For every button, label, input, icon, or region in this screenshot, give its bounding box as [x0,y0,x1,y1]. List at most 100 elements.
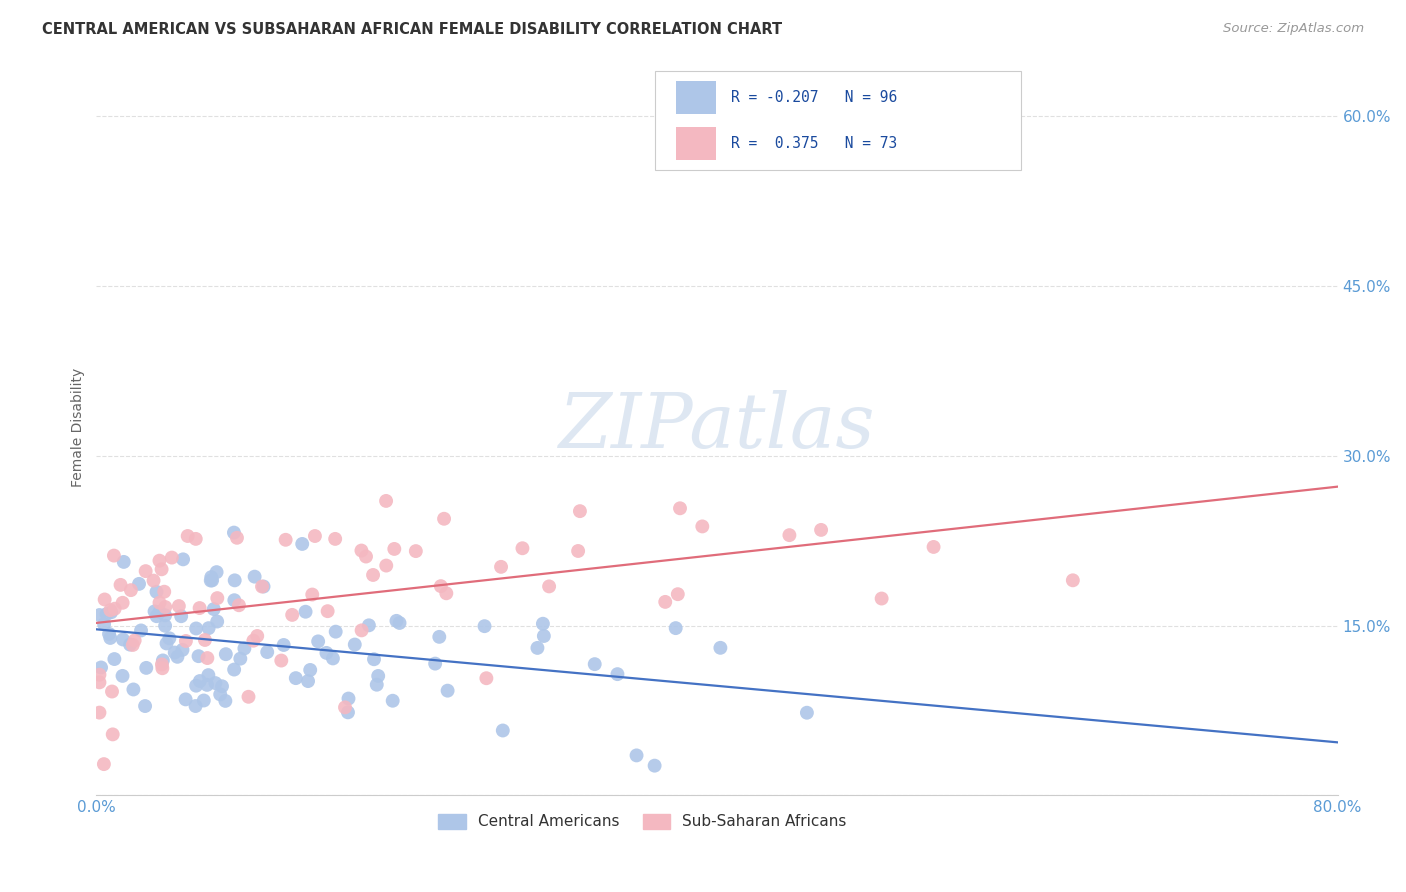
Text: Source: ZipAtlas.com: Source: ZipAtlas.com [1223,22,1364,36]
FancyBboxPatch shape [655,70,1021,170]
Point [322,651,344,665]
Point [124,633,146,648]
Point [155,636,177,650]
Point [103,652,125,666]
Point [148,554,170,568]
Point [149,605,172,619]
Point [304,529,326,543]
Point [89,706,111,720]
Point [93,617,115,632]
Point [111,596,134,610]
Point [354,549,377,564]
Point [153,619,176,633]
Point [205,615,228,629]
Point [692,519,714,533]
Point [101,684,124,698]
Text: R =  0.375   N = 73: R = 0.375 N = 73 [731,136,897,151]
Point [207,591,229,606]
Point [357,618,380,632]
Point [606,667,628,681]
Point [90,660,112,674]
Point [299,663,322,677]
Point [531,616,554,631]
Point [143,604,166,618]
Point [184,532,207,546]
Point [644,758,666,772]
Bar [676,81,716,114]
Point [111,632,134,647]
Point [778,528,800,542]
Point [375,494,398,508]
Point [796,706,818,720]
Point [193,693,215,707]
Point [148,596,170,610]
Point [135,564,157,578]
Point [533,629,555,643]
Point [336,706,359,720]
Point [654,595,676,609]
Point [307,634,329,648]
Point [112,555,135,569]
Point [810,523,832,537]
Point [512,541,534,556]
Point [224,663,246,677]
Point [381,694,404,708]
Point [1062,574,1084,588]
Point [166,649,188,664]
Point [209,687,232,701]
Point [129,624,152,638]
Point [103,549,125,563]
Point [135,661,157,675]
Point [186,679,208,693]
Point [150,657,173,672]
Point [96,607,118,621]
Point [434,586,457,600]
Text: CENTRAL AMERICAN VS SUBSAHARAN AFRICAN FEMALE DISABILITY CORRELATION CHART: CENTRAL AMERICAN VS SUBSAHARAN AFRICAN F… [42,22,782,37]
Point [325,624,347,639]
Point [228,599,250,613]
Point [172,552,194,566]
Point [174,692,197,706]
Point [104,601,127,615]
Point [238,690,260,704]
Point [568,504,591,518]
Point [200,574,222,588]
Point [323,532,346,546]
Point [291,537,314,551]
Point [155,600,177,615]
Point [100,603,122,617]
Point [367,669,389,683]
Point [243,569,266,583]
Point [281,607,304,622]
Point [195,678,218,692]
Point [110,578,132,592]
Bar [676,127,716,160]
Point [174,634,197,648]
Point [489,559,512,574]
Point [200,570,222,584]
Point [294,605,316,619]
Point [121,638,143,652]
Point [382,541,405,556]
Point [709,640,731,655]
Point [224,593,246,607]
Point [274,533,297,547]
Point [101,727,124,741]
Point [202,602,225,616]
Point [405,544,427,558]
Point [184,699,207,714]
Point [205,565,228,579]
Point [145,609,167,624]
Point [297,674,319,689]
Point [475,671,498,685]
Point [226,531,249,545]
Point [350,624,373,638]
Legend: Central Americans, Sub-Saharan Africans: Central Americans, Sub-Saharan Africans [432,808,853,836]
Text: R = -0.207   N = 96: R = -0.207 N = 96 [731,90,897,104]
Point [284,671,307,685]
Point [233,641,256,656]
Point [474,619,496,633]
Point [215,647,238,661]
Point [145,584,167,599]
Point [665,621,688,635]
